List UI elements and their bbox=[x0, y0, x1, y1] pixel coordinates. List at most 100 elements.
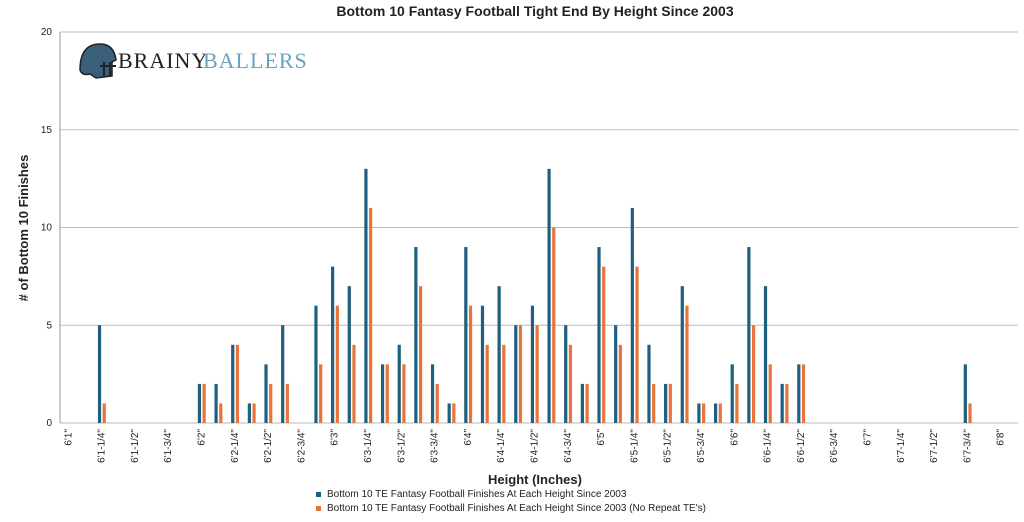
bar bbox=[763, 286, 768, 423]
bar bbox=[585, 383, 589, 423]
bar bbox=[202, 383, 206, 423]
logo: BRAINY BALLERS bbox=[79, 43, 308, 79]
x-tick-label: 6'7-3/4" bbox=[962, 429, 973, 463]
bar bbox=[414, 247, 418, 423]
bar bbox=[314, 305, 318, 423]
bar bbox=[647, 344, 651, 423]
bar bbox=[502, 344, 506, 423]
bar bbox=[697, 403, 701, 423]
y-axis-label: # of Bottom 10 Finishes bbox=[16, 155, 31, 302]
bar bbox=[630, 207, 634, 423]
bar bbox=[331, 266, 335, 423]
y-tick-label: 15 bbox=[41, 125, 53, 136]
logo-text: BRAINY bbox=[118, 48, 208, 73]
bar bbox=[281, 325, 285, 423]
bar bbox=[652, 383, 656, 423]
bar bbox=[568, 344, 573, 423]
bar bbox=[219, 403, 223, 423]
bar bbox=[968, 403, 972, 423]
bar bbox=[97, 325, 102, 423]
logo-text: BALLERS bbox=[203, 48, 308, 73]
bar bbox=[963, 364, 967, 423]
x-tick-label: 6'2" bbox=[197, 429, 208, 446]
bar bbox=[480, 305, 485, 423]
bar bbox=[768, 364, 772, 423]
bar bbox=[430, 364, 435, 423]
bar bbox=[102, 403, 106, 423]
bar bbox=[685, 305, 689, 423]
legend-swatch bbox=[316, 492, 321, 497]
bar bbox=[468, 305, 473, 423]
x-tick-label: 6'6" bbox=[729, 429, 740, 446]
bar bbox=[435, 383, 439, 423]
bar bbox=[785, 383, 789, 423]
x-axis-label: Height (Inches) bbox=[488, 472, 582, 487]
chart-title: Bottom 10 Fantasy Football Tight End By … bbox=[336, 3, 733, 19]
bar bbox=[352, 344, 356, 423]
x-tick-label: 6'3-1/4" bbox=[363, 429, 374, 463]
bar bbox=[214, 383, 218, 423]
bar bbox=[552, 227, 556, 423]
bar bbox=[269, 383, 273, 423]
bar bbox=[418, 286, 423, 423]
bar bbox=[602, 266, 606, 423]
x-tick-label: 6'4-1/2" bbox=[530, 429, 541, 463]
x-tick-label: 6'2-1/2" bbox=[263, 429, 274, 463]
bar bbox=[668, 383, 672, 423]
x-tick-label: 6'6-1/4" bbox=[763, 429, 774, 463]
x-tick-label: 6'1-3/4" bbox=[163, 429, 174, 463]
bar bbox=[369, 207, 373, 423]
x-tick-label: 6'6-3/4" bbox=[829, 429, 840, 463]
bar bbox=[664, 383, 668, 423]
x-tick-label: 6'8" bbox=[996, 429, 1007, 446]
bar bbox=[797, 364, 801, 423]
x-tick-label: 6'5" bbox=[596, 429, 607, 446]
bar bbox=[680, 286, 684, 423]
legend-label: Bottom 10 TE Fantasy Football Finishes A… bbox=[327, 503, 706, 514]
bar bbox=[735, 383, 739, 423]
bar bbox=[197, 383, 202, 423]
bar bbox=[535, 325, 539, 423]
x-tick-label: 6'6-1/2" bbox=[796, 429, 807, 463]
bar bbox=[497, 286, 501, 423]
bar bbox=[635, 266, 639, 423]
x-tick-label: 6'4-1/4" bbox=[496, 429, 507, 463]
x-tick-label: 6'3" bbox=[330, 429, 341, 446]
bar bbox=[247, 403, 251, 423]
legend-label: Bottom 10 TE Fantasy Football Finishes A… bbox=[327, 489, 627, 500]
bar bbox=[285, 383, 289, 423]
bar bbox=[780, 383, 784, 423]
bar bbox=[464, 247, 468, 423]
x-tick-label: 6'2-1/4" bbox=[230, 429, 241, 463]
x-tick-label: 6'1" bbox=[63, 429, 74, 446]
bar bbox=[801, 364, 806, 423]
bar bbox=[597, 247, 601, 423]
bar bbox=[231, 344, 235, 423]
x-tick-label: 6'4-3/4" bbox=[563, 429, 574, 463]
bar bbox=[397, 344, 401, 423]
helmet-mask bbox=[100, 62, 116, 76]
x-tick-label: 6'3-1/2" bbox=[396, 429, 407, 463]
bar bbox=[485, 344, 489, 423]
bar bbox=[335, 305, 339, 423]
bar bbox=[402, 364, 406, 423]
bar bbox=[518, 325, 523, 423]
helmet-icon bbox=[79, 43, 117, 79]
bar bbox=[730, 364, 734, 423]
bar bbox=[385, 364, 389, 423]
x-tick-label: 6'7" bbox=[863, 429, 874, 446]
x-tick-label: 6'1-1/4" bbox=[97, 429, 108, 463]
bar bbox=[530, 305, 535, 423]
x-tick-label: 6'3-3/4" bbox=[430, 429, 441, 463]
x-tick-label: 6'5-1/2" bbox=[663, 429, 674, 463]
bar bbox=[564, 325, 568, 423]
x-tick-label: 6'7-1/2" bbox=[929, 429, 940, 463]
bar bbox=[264, 364, 268, 423]
bar bbox=[713, 403, 718, 423]
y-tick-label: 10 bbox=[41, 223, 53, 234]
bar bbox=[514, 325, 518, 423]
bar bbox=[747, 247, 751, 423]
bar bbox=[702, 403, 706, 423]
bar bbox=[751, 325, 756, 423]
